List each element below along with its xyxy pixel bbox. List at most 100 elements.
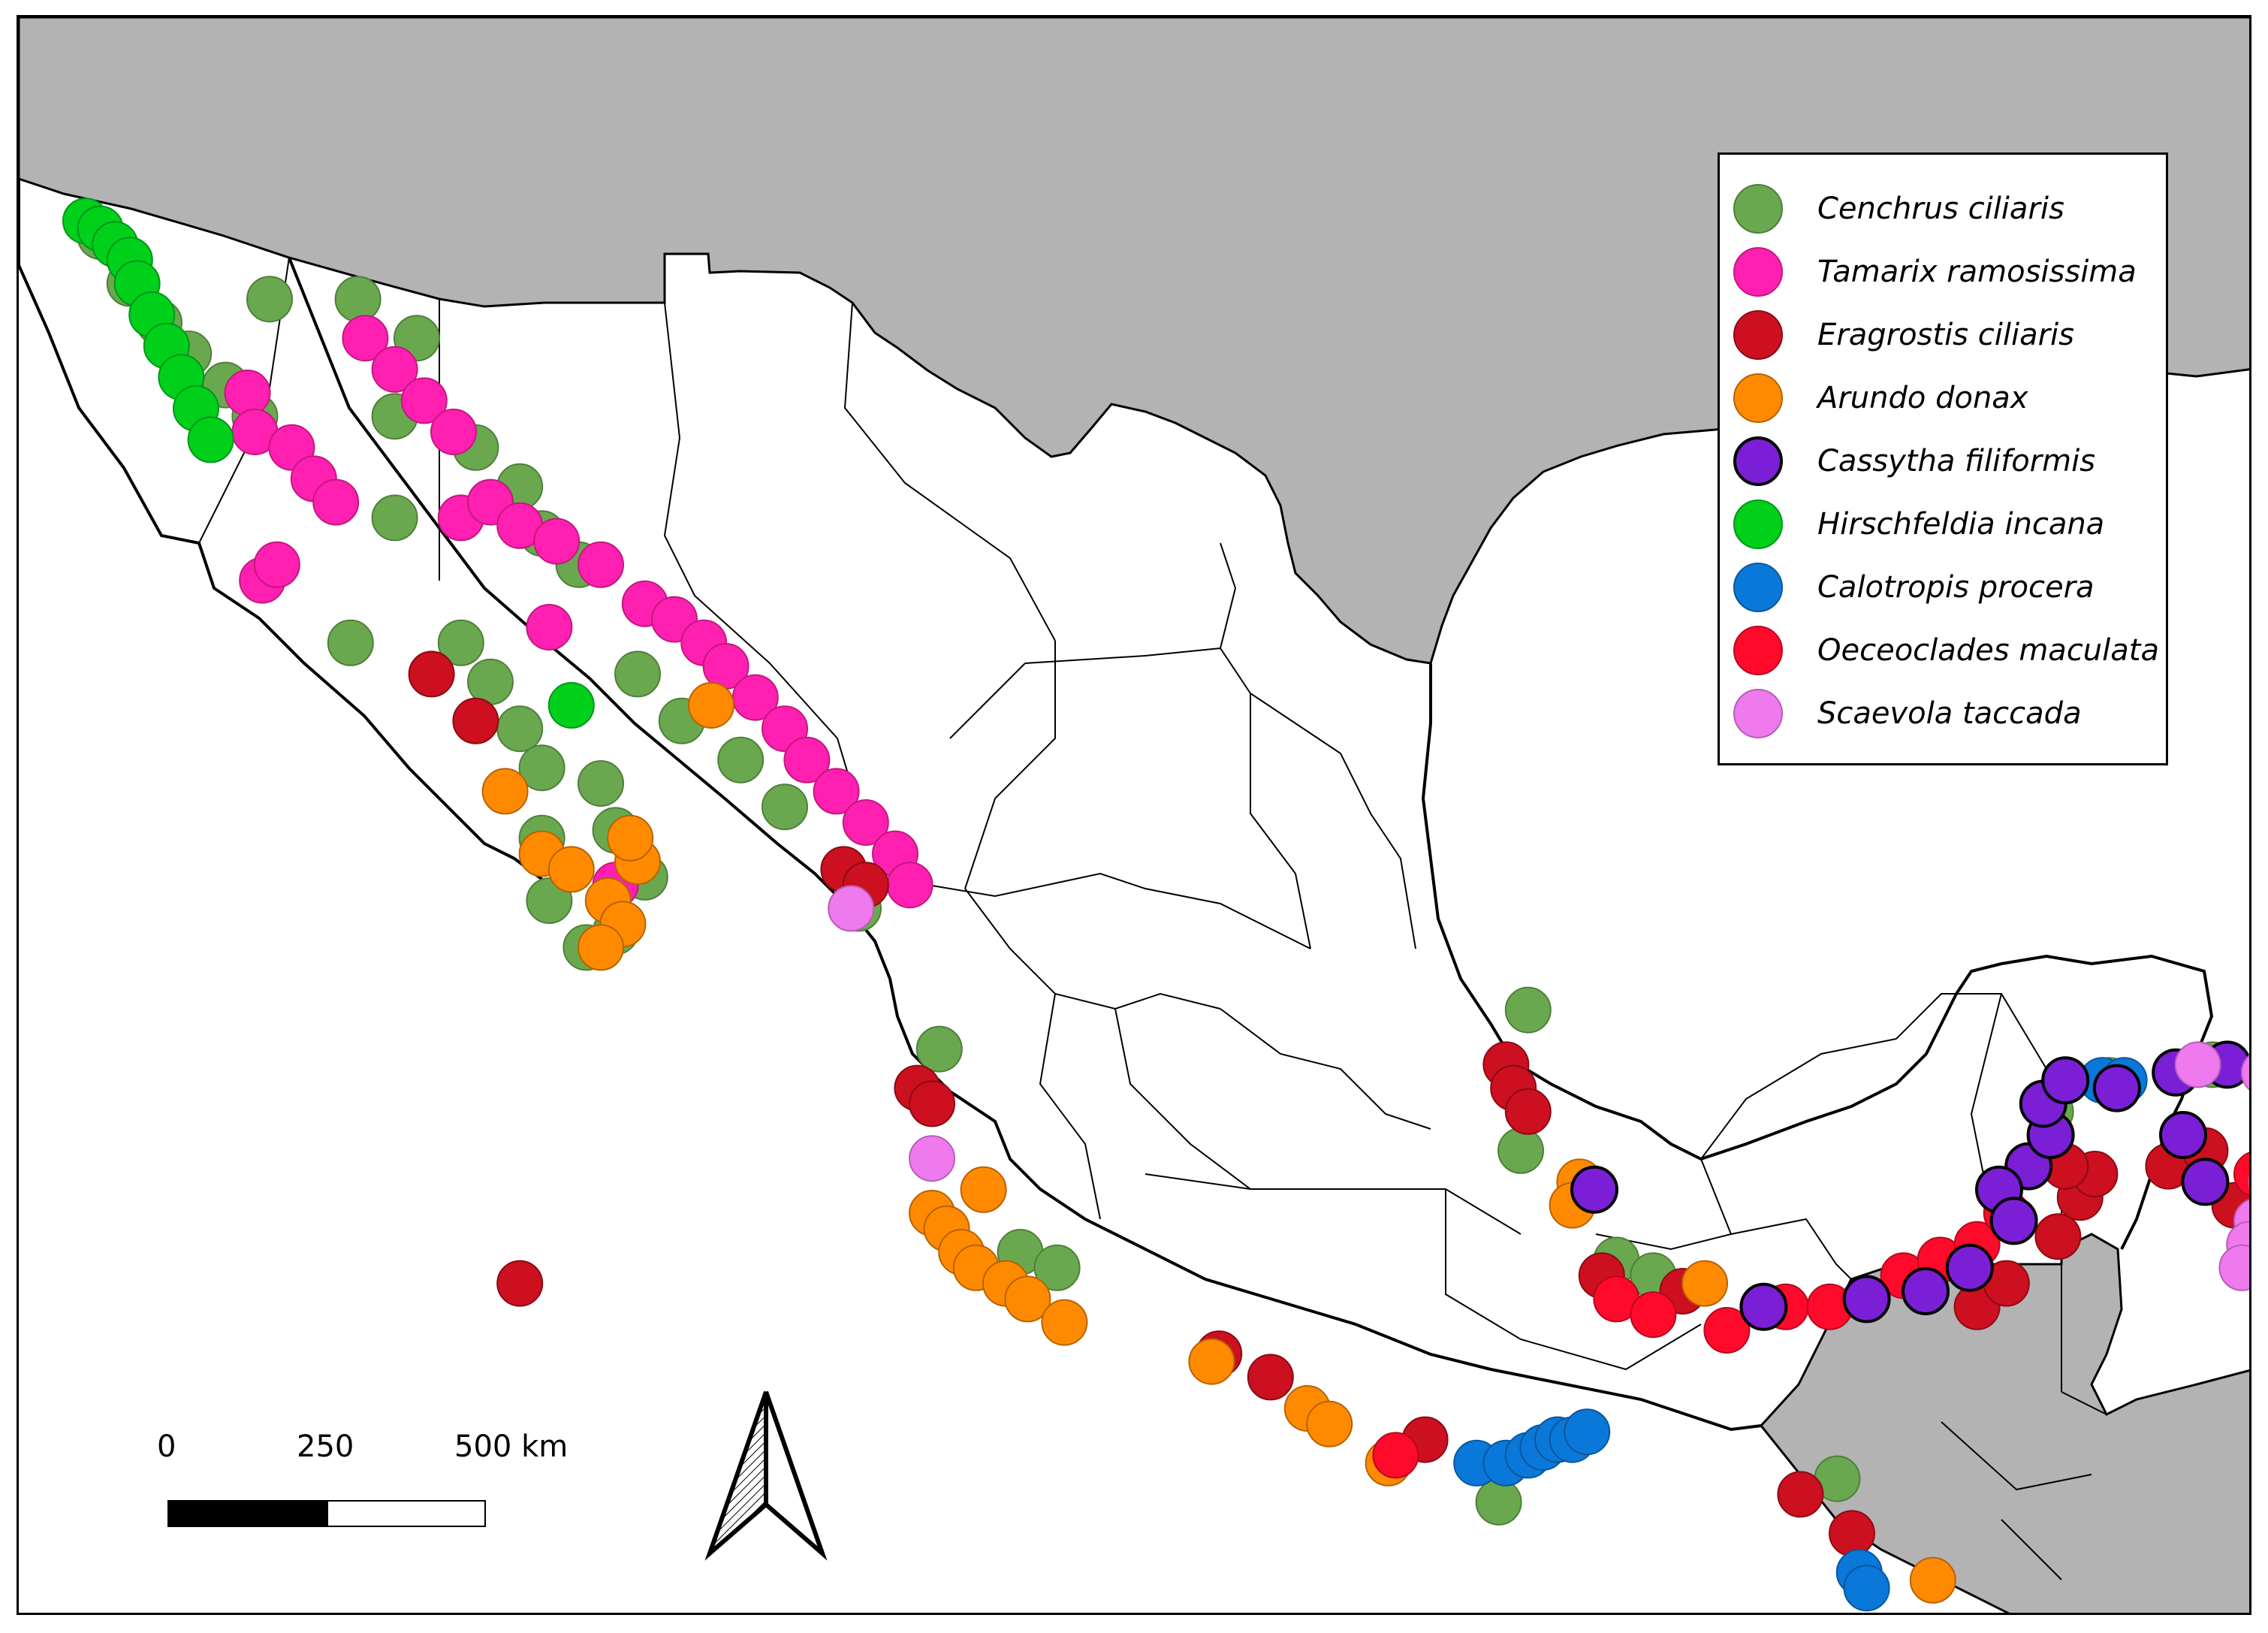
legend-label-scaevola: Scaevola taccada: [1817, 696, 2082, 731]
occurrence-point-arundo: [688, 682, 734, 729]
occurrence-point-eragrostis: [1777, 1471, 1824, 1518]
legend-swatch-calotropis: [1733, 563, 1783, 612]
legend-item-hirschfeldia: Hirschfeldia incana: [1733, 493, 2104, 556]
occurrence-point-cassytha: [1945, 1243, 1994, 1292]
occurrence-point-hirschfeldia: [547, 682, 595, 729]
occurrence-point-cenchrus: [578, 760, 624, 807]
occurrence-point-cenchrus: [437, 619, 484, 666]
scale-bar-white-segment: [327, 1500, 486, 1527]
legend-item-scaevola: Scaevola taccada: [1733, 682, 2082, 745]
occurrence-point-tamarix: [533, 518, 581, 565]
occurrence-point-arundo: [1041, 1299, 1088, 1346]
occurrence-point-cassytha: [2159, 1111, 2207, 1159]
occurrence-point-cassytha: [2247, 1071, 2249, 1090]
occurrence-point-oeceoclades: [2233, 1152, 2249, 1197]
legend-label-tamarix: Tamarix ramosissima: [1817, 255, 2137, 289]
occurrence-point-tamarix: [342, 315, 389, 362]
occurrence-point-tamarix: [400, 377, 448, 424]
legend-swatch-scaevola: [1733, 689, 1783, 738]
occurrence-point-cenchrus: [614, 650, 661, 698]
occurrence-point-tamarix: [253, 541, 300, 588]
occurrence-point-tamarix: [578, 541, 624, 588]
occurrence-point-eragrostis: [2034, 1213, 2082, 1260]
map-legend: Cenchrus ciliaris Tamarix ramosissima Erag…: [1718, 152, 2168, 765]
occurrence-point-oeceoclades: [1372, 1432, 1419, 1479]
legend-label-oeceoclades: Oeceoclades maculata: [1817, 633, 2159, 668]
occurrence-point-arundo: [960, 1166, 1007, 1213]
north-arrow-icon: [695, 1384, 837, 1565]
occurrence-point-cenchrus: [717, 736, 765, 783]
legend-swatch-cassytha: [1733, 436, 1783, 486]
occurrence-point-eragrostis: [496, 1260, 544, 1307]
legend-label-calotropis: Calotropis procera: [1817, 570, 2095, 605]
occurrence-point-cenchrus: [915, 1025, 963, 1073]
occurrence-point-tamarix: [312, 478, 360, 526]
occurrence-point-oeceoclades: [1630, 1291, 1677, 1339]
legend-label-arundo: Arundo donax: [1817, 381, 2028, 415]
occurrence-point-tamarix: [886, 862, 933, 909]
occurrence-point-eragrostis: [1829, 1510, 1875, 1557]
occurrence-point-cenchrus: [334, 276, 382, 323]
occurrence-point-oeceoclades: [1703, 1307, 1751, 1354]
belize-guatemala-border: [1941, 1264, 2107, 1580]
occurrence-point-tamarix: [371, 346, 418, 393]
legend-label-cassytha: Cassytha filiformis: [1817, 444, 2096, 478]
occurrence-point-cenchrus: [518, 744, 565, 792]
occurrence-point-cassytha: [2181, 1158, 2230, 1206]
occurrence-point-cenchrus: [1504, 986, 1552, 1034]
occurrence-point-arundo: [607, 814, 654, 862]
occurrence-point-scaevola: [2174, 1041, 2221, 1088]
legend-swatch-cenchrus: [1733, 184, 1783, 234]
occurrence-point-cenchrus: [762, 783, 808, 831]
occurrence-point-eragrostis: [909, 1080, 955, 1127]
occurrence-point-calotropis: [1843, 1565, 1890, 1612]
occurrence-point-tamarix: [842, 799, 889, 846]
occurrence-point-cassytha: [1989, 1197, 2038, 1245]
legend-label-eragrostis: Eragrostis ciliaris: [1817, 318, 2074, 352]
occurrence-point-cenchrus: [327, 619, 374, 666]
occurrence-point-arundo: [578, 924, 624, 971]
occurrence-point-arundo: [1909, 1556, 1956, 1604]
scale-bar-black-segment: [167, 1500, 327, 1527]
occurrence-point-scaevola: [2240, 1054, 2249, 1091]
occurrence-point-cenchrus: [246, 276, 293, 323]
occurrence-point-tamarix: [430, 409, 477, 455]
occurrence-point-tamarix: [526, 604, 573, 650]
occurrence-point-eragrostis: [408, 650, 455, 698]
legend-swatch-hirschfeldia: [1733, 500, 1783, 549]
legend-item-tamarix: Tamarix ramosissima: [1733, 240, 2137, 303]
occurrence-point-eragrostis: [1247, 1354, 1294, 1401]
mexico-coastline: [19, 179, 2214, 1432]
legend-swatch-tamarix: [1733, 247, 1783, 297]
legend-swatch-eragrostis: [1733, 310, 1783, 360]
scale-tick-250: 250: [297, 1429, 354, 1464]
occurrence-point-cenchrus: [1475, 1478, 1522, 1526]
occurrence-point-tamarix: [783, 736, 831, 783]
occurrence-point-scaevola: [2248, 1175, 2249, 1189]
legend-item-arundo: Arundo donax: [1733, 367, 2028, 430]
legend-item-cassytha: Cassytha filiformis: [1733, 430, 2095, 493]
occurrence-point-eragrostis: [452, 697, 499, 744]
occurrence-point-cenchrus: [496, 705, 544, 753]
occurrence-point-scaevola: [2218, 1244, 2249, 1291]
occurrence-point-cassytha: [2092, 1064, 2141, 1112]
legend-item-cenchrus: Cenchrus ciliaris: [1733, 177, 2064, 240]
occurrence-point-tamarix: [813, 768, 860, 815]
occurrence-point-cassytha: [2041, 1056, 2090, 1105]
legend-item-eragrostis: Eragrostis ciliaris: [1733, 303, 2074, 367]
occurrence-point-arundo: [547, 846, 595, 893]
occurrence-point-scaevola: [828, 885, 875, 932]
scale-tick-500: 500 km: [454, 1429, 569, 1464]
occurrence-point-arundo: [1188, 1338, 1235, 1385]
occurrence-point-cenchrus: [1497, 1127, 1544, 1174]
occurrence-point-cenchrus: [371, 494, 418, 542]
legend-item-calotropis: Calotropis procera: [1733, 556, 2095, 619]
occurrence-point-cassytha: [1570, 1165, 1618, 1214]
scale-bar: 0 250 500 km: [139, 1429, 568, 1535]
occurrence-point-cassytha: [1739, 1282, 1788, 1331]
occurrence-point-cassytha: [1842, 1275, 1891, 1324]
occurrence-point-arundo: [1681, 1260, 1728, 1307]
map-frame: Cenchrus ciliaris Tamarix ramosissima Erag…: [17, 15, 2251, 1615]
occurrence-point-arundo: [481, 768, 529, 815]
legend-swatch-oeceoclades: [1733, 626, 1783, 675]
